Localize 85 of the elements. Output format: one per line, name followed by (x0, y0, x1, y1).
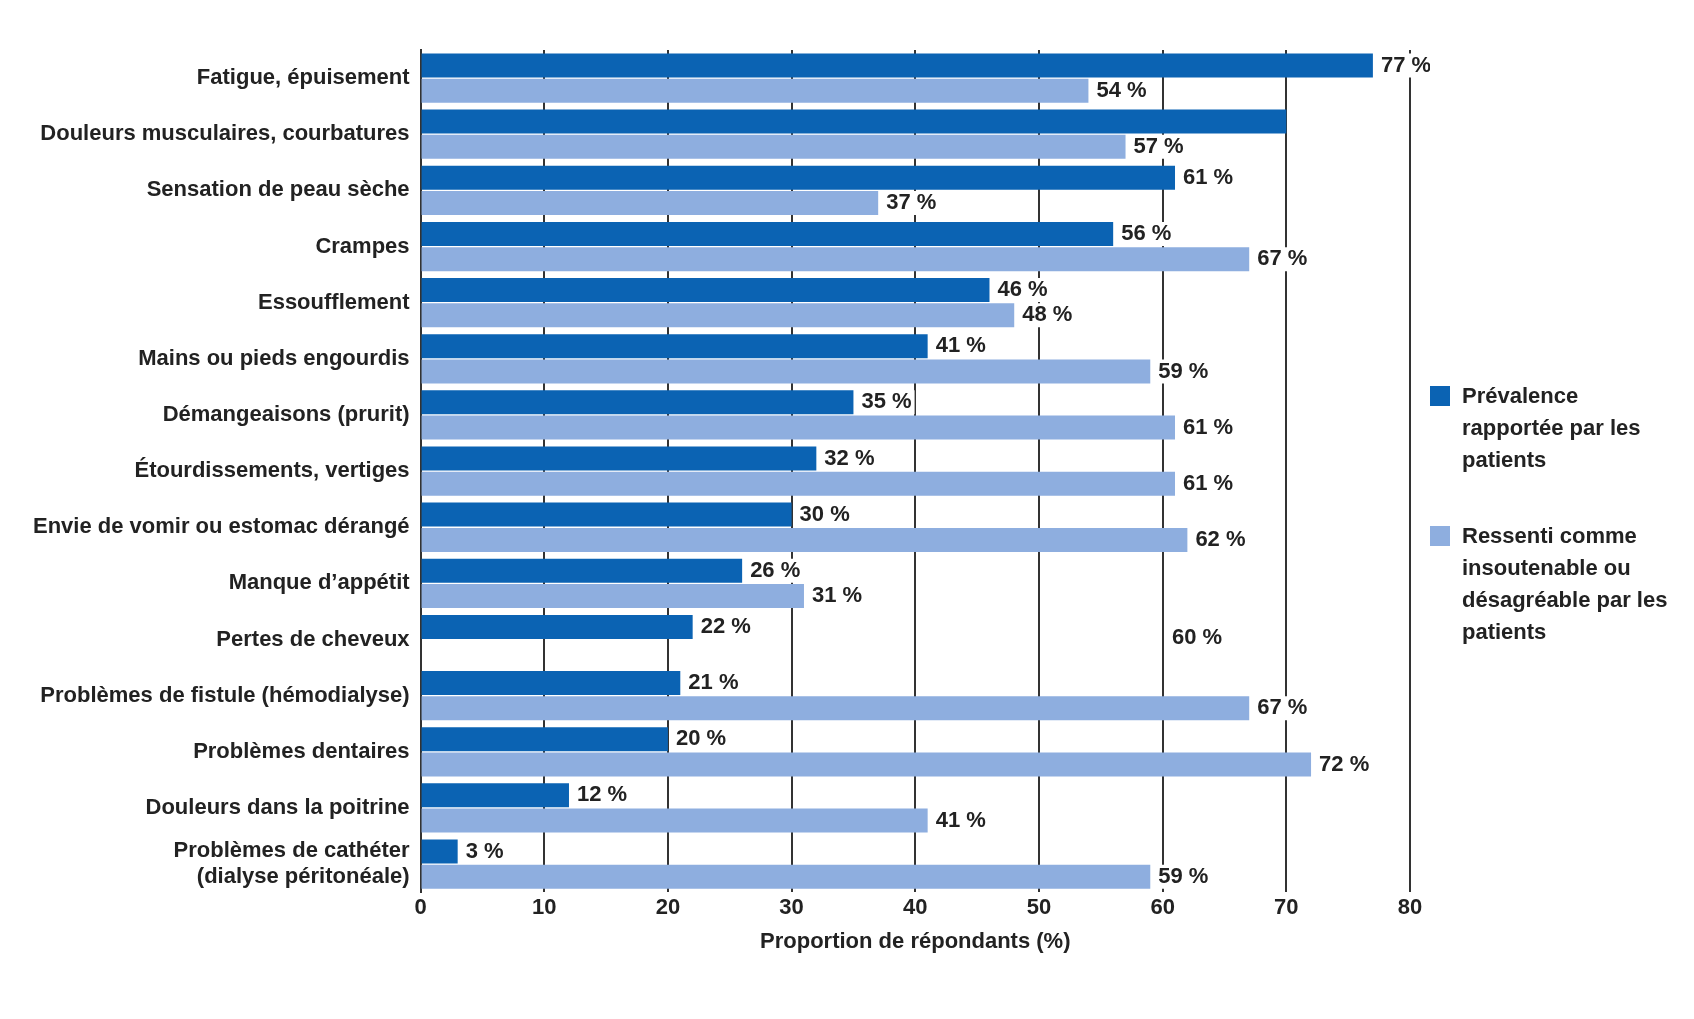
y-tick-label: Manque d’appétit (228, 569, 411, 595)
bar (421, 247, 1250, 272)
data-label: 61 % (1183, 413, 1234, 439)
data-label: 67 % (1257, 694, 1308, 720)
bar (421, 584, 804, 609)
data-label: 3 % (465, 837, 504, 863)
x-tick-label: 80 (1397, 894, 1423, 920)
bar (421, 727, 668, 752)
y-tick-label: Démangeaisons (prurit) (162, 401, 410, 427)
bar (421, 808, 928, 833)
data-label: 12 % (576, 781, 628, 807)
bar (421, 783, 569, 808)
x-tick-label: 10 (532, 894, 557, 920)
bar (421, 527, 1188, 552)
y-tick-label: Problèmes dentaires (193, 737, 410, 763)
y-tick-label: Étourdissements, vertiges (134, 457, 410, 483)
data-label: 22 % (700, 612, 751, 638)
data-label: 41 % (935, 806, 986, 832)
x-tick-label: 70 (1274, 894, 1299, 920)
y-tick-label: Essoufflement (257, 288, 411, 314)
bar (421, 109, 1287, 134)
bar (421, 415, 1176, 440)
bar (421, 134, 1126, 159)
bar (421, 390, 854, 415)
y-tick-label: Mains ou pieds engourdis (138, 344, 410, 370)
data-label: 56 % (1121, 219, 1172, 245)
y-tick-label: Pertes de cheveux (216, 625, 411, 651)
bar (421, 303, 1015, 328)
data-label: 26 % (750, 556, 801, 582)
y-tick-label: Fatigue, épuisement (196, 64, 411, 90)
x-tick-label: 40 (903, 894, 928, 920)
data-label: 46 % (997, 276, 1048, 302)
data-label: 59 % (1158, 862, 1209, 888)
bar (421, 671, 681, 696)
bar (421, 471, 1176, 496)
x-tick-label: 60 (1150, 894, 1175, 920)
y-tick-label: Sensation de peau sèche (146, 176, 410, 202)
y-tick-label: Douleurs dans la poitrine (145, 794, 410, 820)
data-label: 57 % (1133, 132, 1184, 158)
data-label: 20 % (675, 725, 727, 751)
data-label: 72 % (1319, 750, 1370, 776)
y-tick-label: Crampes (315, 232, 410, 258)
data-label: 59 % (1158, 357, 1209, 383)
data-label: 37 % (886, 189, 937, 215)
y-tick-label: Problèmes de fistule (hémodialyse) (40, 681, 410, 707)
data-label: 30 % (799, 500, 850, 526)
bar (421, 446, 817, 471)
bar (421, 614, 693, 639)
x-tick-label: 20 (655, 894, 681, 920)
x-tick-label: 50 (1026, 894, 1052, 920)
bar (421, 864, 1151, 889)
bar (421, 334, 928, 359)
bar (421, 165, 1176, 190)
annotation: 60 % (1170, 624, 1225, 650)
bar (421, 839, 458, 864)
data-label: 48 % (1022, 301, 1073, 327)
bar (421, 78, 1089, 103)
bar (421, 752, 1312, 777)
data-label: 35 % (861, 388, 912, 414)
bar (421, 558, 743, 583)
y-tick-label: Envie de vomir ou estomac dérangé (32, 513, 410, 539)
data-label: 61 % (1183, 163, 1234, 189)
data-label: 32 % (824, 444, 875, 470)
bar (421, 696, 1250, 721)
bar (421, 359, 1151, 384)
legend-label: Prévalence rapportée par les patients (1462, 382, 1642, 474)
data-label: 54 % (1096, 76, 1147, 102)
data-label: 67 % (1257, 245, 1308, 271)
data-label: 41 % (935, 332, 986, 358)
bar (421, 221, 1114, 246)
data-label: 31 % (811, 582, 863, 608)
data-label: 77 % (1380, 51, 1432, 77)
bar (421, 502, 792, 527)
y-tick-label: Problèmes de cathéter (dialyse péritonéale) (173, 836, 411, 889)
bar (421, 278, 990, 303)
x-tick-label: 30 (779, 894, 804, 920)
bar (421, 191, 879, 215)
x-axis-title: Proportion de répondants (%) (760, 927, 1071, 953)
data-label: 62 % (1195, 525, 1246, 551)
legend-label: Ressenti comme insoutenable ou désagréable par les patients (1462, 522, 1669, 646)
data-label: 61 % (1183, 469, 1234, 495)
bar (421, 53, 1373, 78)
y-tick-label: Douleurs musculaires, courbatures (40, 120, 410, 146)
x-tick-label: 0 (414, 894, 427, 920)
data-label: 21 % (688, 669, 739, 695)
